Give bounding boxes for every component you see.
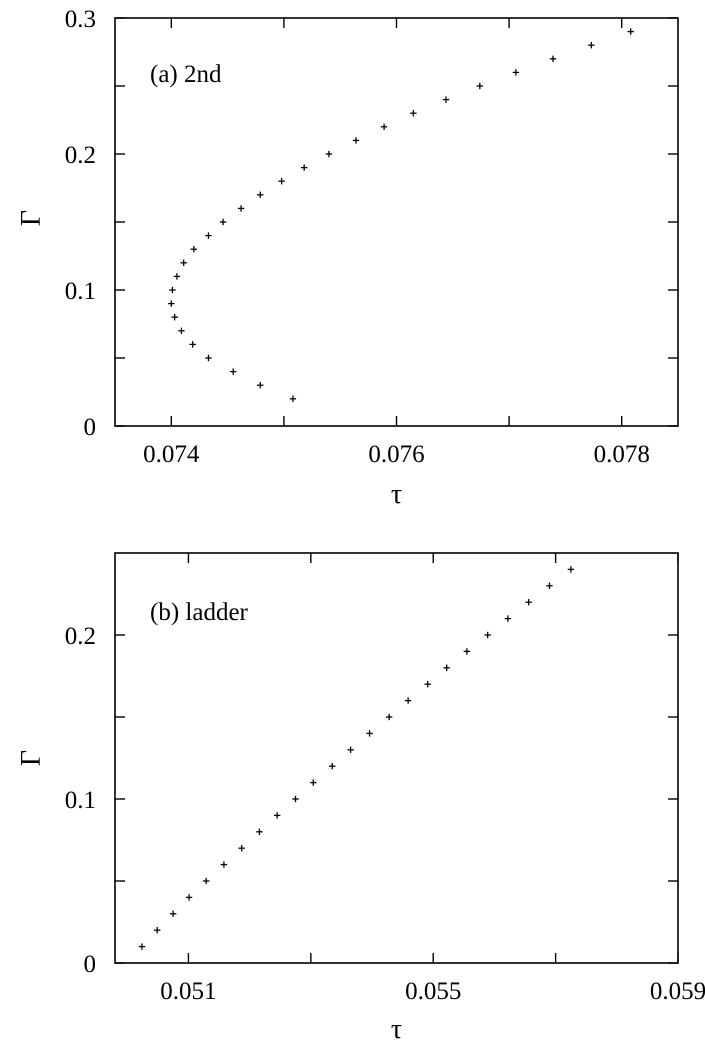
plot-frame <box>114 552 679 964</box>
panel-label: (a) 2nd <box>150 61 222 88</box>
data-point <box>219 218 227 226</box>
data-point <box>138 943 146 950</box>
data-point <box>230 368 237 375</box>
y-axis-title: Γ <box>16 210 47 226</box>
x-tick-label: 0.078 <box>594 441 650 468</box>
data-point <box>442 96 450 103</box>
x-tick-label: 0.076 <box>368 441 424 468</box>
data-point <box>385 713 393 721</box>
x-tick-label: 0.059 <box>650 978 705 1005</box>
data-point <box>190 246 198 253</box>
data-point <box>512 69 520 76</box>
x-tick-label: 0.074 <box>143 441 200 468</box>
data-point <box>404 697 412 704</box>
x-tick-label: 0.055 <box>405 978 461 1005</box>
data-point <box>169 910 177 917</box>
data-point <box>310 779 317 786</box>
y-tick-label: 0.2 <box>65 623 96 650</box>
data-point <box>424 681 431 688</box>
data-point <box>178 327 185 334</box>
data-point <box>443 664 450 671</box>
data-point <box>476 82 484 90</box>
data-point <box>273 812 281 819</box>
data-point <box>237 205 245 212</box>
y-tick-label: 0.1 <box>65 278 96 305</box>
data-point <box>171 314 178 321</box>
y-tick-label: 0.3 <box>65 6 96 33</box>
data-point <box>202 877 210 885</box>
data-point <box>238 845 245 852</box>
panel-b: 0.051 0.055 0.059 0 0.1 0.2 τ Γ (b) ladder <box>16 552 705 1045</box>
data-point <box>588 42 595 49</box>
data-point <box>205 232 212 239</box>
data-point <box>257 382 264 389</box>
data-point <box>173 273 181 280</box>
data-point <box>347 746 354 753</box>
data-point <box>278 178 285 185</box>
x-tick-label: 0.051 <box>160 978 216 1005</box>
y-axis-title: Γ <box>16 750 47 766</box>
data-point <box>484 631 491 639</box>
data-point <box>289 395 297 402</box>
data-point <box>292 795 299 803</box>
x-axis-title: τ <box>391 1014 402 1045</box>
data-point <box>549 55 557 62</box>
data-point <box>169 286 176 294</box>
y-tick-label: 0.1 <box>65 787 96 814</box>
data-point <box>325 150 333 158</box>
data-point <box>256 828 263 835</box>
data-point <box>205 354 212 362</box>
data-point <box>168 300 175 307</box>
panel-a: 0.074 0.076 0.078 0 0.1 0.2 0.3 τ Γ (a) 2nd <box>16 6 679 510</box>
data-point <box>329 763 336 770</box>
data-point <box>525 599 532 606</box>
data-point <box>189 341 196 348</box>
y-tick-label: 0.2 <box>65 142 96 169</box>
data-point <box>352 137 360 144</box>
data-point <box>220 861 228 868</box>
data-point <box>380 123 388 130</box>
data-point <box>180 259 187 266</box>
data-point <box>627 28 634 35</box>
y-tick-label: 0 <box>84 414 97 441</box>
data-point <box>185 894 193 901</box>
data-point <box>463 648 471 655</box>
data-point <box>504 615 512 622</box>
panel-label: (b) ladder <box>150 599 249 626</box>
data-point <box>300 164 308 171</box>
x-axis-title: τ <box>391 479 402 510</box>
data-point <box>366 730 373 737</box>
data-point <box>257 191 264 198</box>
data-point <box>567 566 575 573</box>
data-point <box>546 582 553 589</box>
data-point <box>154 927 161 934</box>
y-tick-label: 0 <box>84 951 97 978</box>
data-point <box>410 110 417 117</box>
